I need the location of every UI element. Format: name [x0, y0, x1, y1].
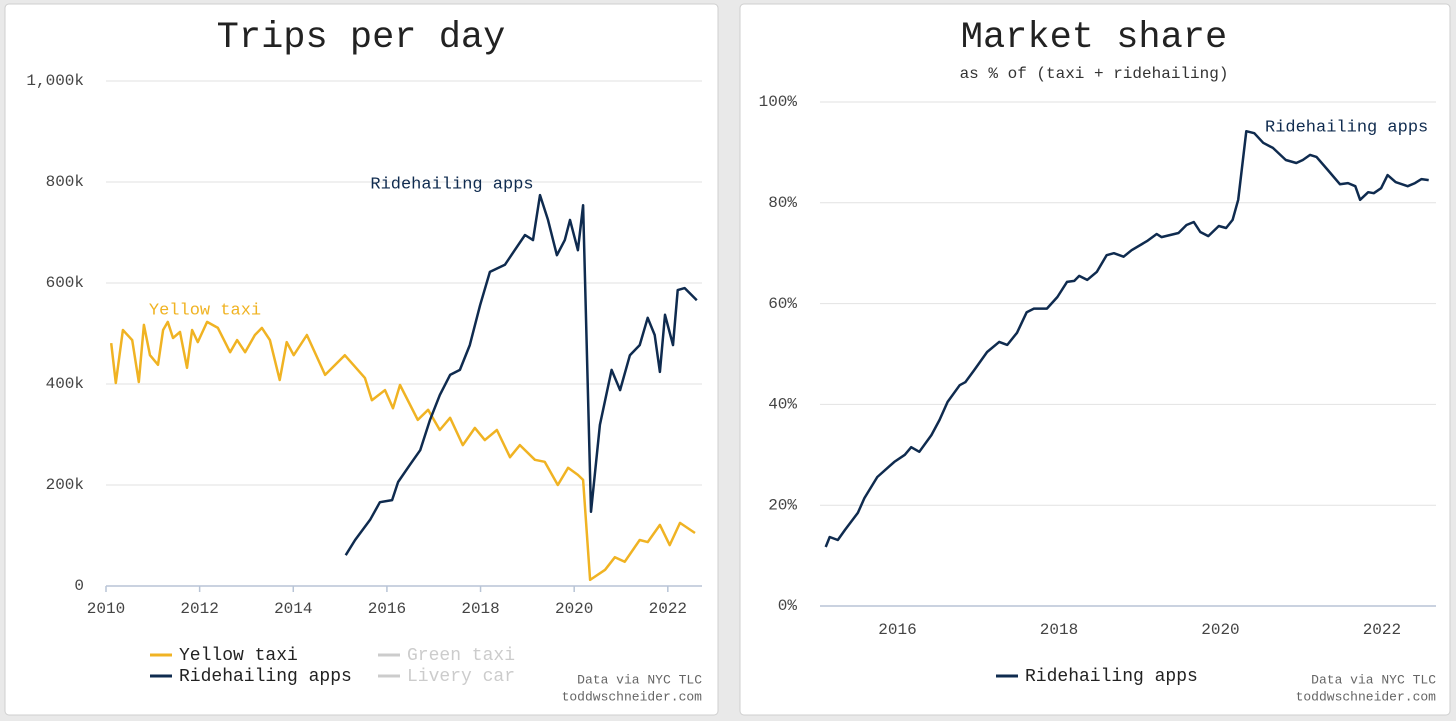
series-line: [109, 320, 696, 582]
x-tick-label: 2018: [461, 600, 499, 618]
y-tick-label: 400k: [46, 375, 84, 393]
annotation: Yellow taxi: [149, 301, 261, 320]
annotation: Ridehailing apps: [370, 175, 533, 194]
x-tick-label: 2020: [555, 600, 593, 618]
source-note: Data via NYC TLC: [1311, 672, 1436, 687]
y-tick-label: 60%: [768, 295, 797, 313]
y-tick-label: 20%: [768, 496, 797, 514]
x-tick-label: 2022: [649, 600, 687, 618]
legend-label: Ridehailing apps: [1025, 667, 1198, 687]
chart-subtitle: as % of (taxi + ridehailing): [960, 65, 1229, 83]
x-tick-label: 2014: [274, 600, 312, 618]
y-tick-label: 1,000k: [26, 72, 84, 90]
x-tick-label: 2016: [368, 600, 406, 618]
x-tick-label: 2022: [1363, 621, 1401, 639]
chart-title: Market share: [961, 17, 1227, 59]
legend-label: Livery car: [407, 667, 515, 687]
legend-label: Ridehailing apps: [179, 667, 352, 687]
series-line: [824, 129, 1429, 548]
source-note: toddwschneider.com: [1296, 689, 1437, 704]
y-tick-label: 800k: [46, 173, 84, 191]
panel: [739, 3, 1451, 716]
y-tick-label: 200k: [46, 476, 84, 494]
source-note: toddwschneider.com: [562, 689, 703, 704]
y-tick-label: 600k: [46, 274, 84, 292]
y-tick-label: 0: [74, 577, 84, 595]
y-tick-label: 80%: [768, 194, 797, 212]
x-tick-label: 2010: [87, 600, 125, 618]
series-line: [344, 193, 698, 556]
legend-label: Yellow taxi: [179, 646, 298, 666]
x-tick-label: 2018: [1040, 621, 1078, 639]
legend-label: Green taxi: [407, 646, 515, 666]
source-note: Data via NYC TLC: [577, 672, 702, 687]
annotation: Ridehailing apps: [1265, 118, 1428, 137]
chart-title: Trips per day: [217, 17, 506, 59]
x-tick-label: 2012: [180, 600, 218, 618]
y-tick-label: 40%: [768, 396, 797, 414]
y-tick-label: 100%: [759, 93, 798, 111]
x-tick-label: 2016: [878, 621, 916, 639]
y-tick-label: 0%: [778, 597, 798, 615]
x-tick-label: 2020: [1201, 621, 1239, 639]
